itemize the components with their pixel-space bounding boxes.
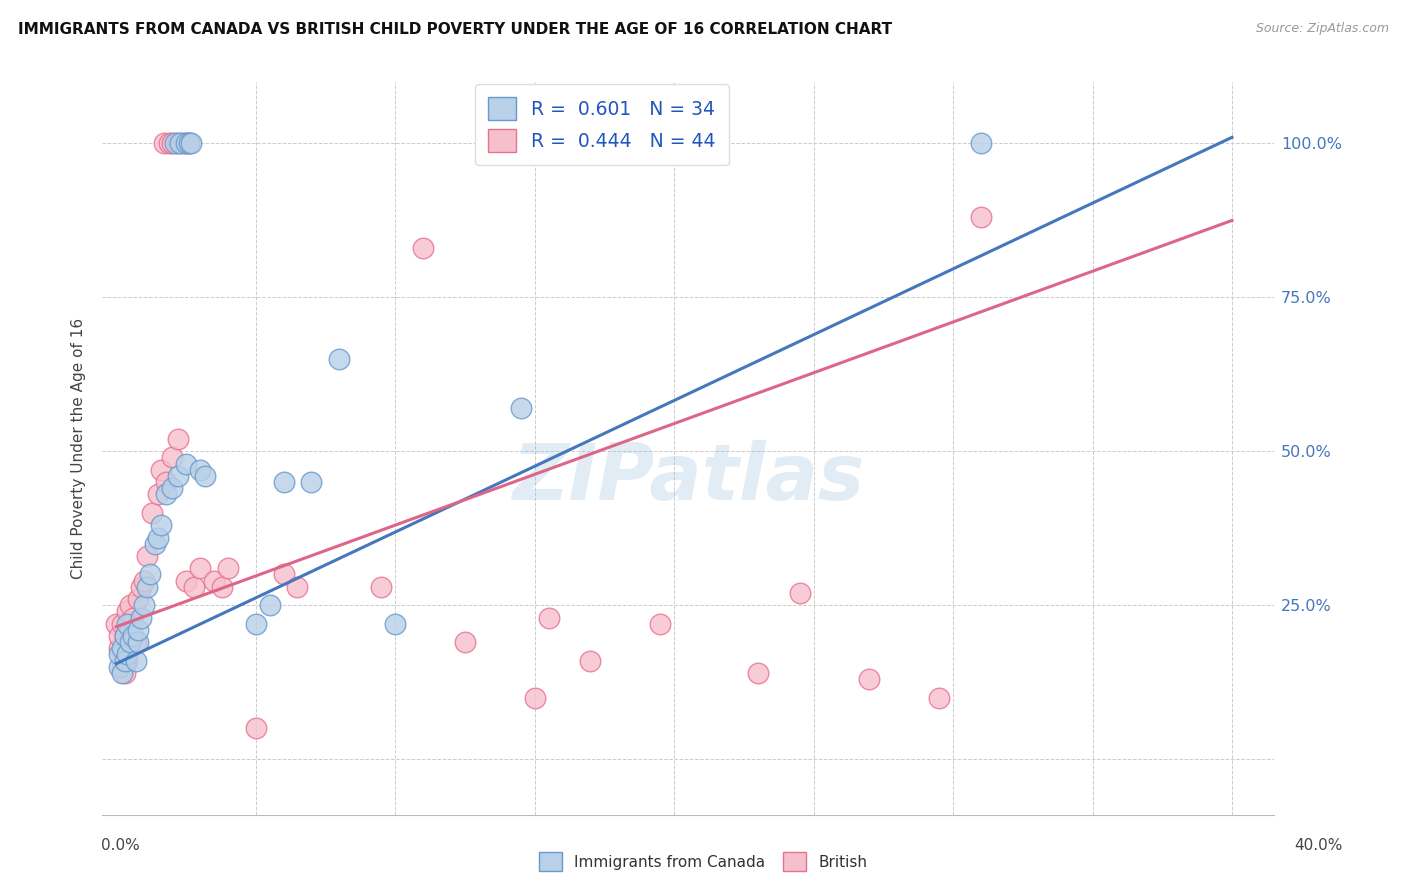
Point (747, 665, 769, 680)
Point (180, 136, 202, 151)
Point (202, 574, 225, 588)
Point (245, 616, 267, 631)
Point (169, 136, 191, 151)
Text: 40.0%: 40.0% (1295, 838, 1343, 853)
Point (273, 567, 295, 582)
Point (160, 450, 183, 465)
Point (117, 648, 139, 662)
Point (217, 561, 239, 575)
Point (141, 506, 163, 520)
Legend: R =  0.601   N = 34, R =  0.444   N = 44: R = 0.601 N = 34, R = 0.444 N = 44 (475, 84, 728, 165)
Point (160, 481, 183, 495)
Point (328, 351, 350, 366)
Point (160, 136, 183, 151)
Point (166, 432, 188, 446)
Point (138, 567, 160, 582)
Point (412, 241, 434, 255)
Point (384, 616, 406, 631)
Point (970, 136, 993, 151)
Point (114, 654, 136, 668)
Point (194, 469, 217, 483)
Point (188, 561, 211, 575)
Point (114, 629, 136, 643)
Point (143, 536, 166, 550)
Point (157, 136, 180, 151)
Point (155, 475, 177, 489)
Point (370, 580, 392, 594)
Point (111, 616, 134, 631)
Point (120, 635, 142, 649)
Point (132, 574, 155, 588)
Point (509, 401, 531, 416)
Point (127, 623, 149, 637)
Point (122, 610, 145, 624)
Point (108, 641, 131, 656)
Point (132, 599, 155, 613)
Point (120, 599, 142, 613)
Point (970, 211, 993, 225)
Point (523, 690, 546, 705)
Point (245, 722, 267, 736)
Point (287, 580, 309, 594)
Point (155, 487, 177, 501)
Point (127, 592, 149, 607)
Point (105, 616, 128, 631)
Point (117, 616, 139, 631)
Point (163, 136, 186, 151)
Point (111, 660, 134, 674)
Point (650, 616, 672, 631)
Point (174, 574, 197, 588)
Point (127, 635, 149, 649)
Point (454, 635, 477, 649)
Point (152, 136, 174, 151)
Legend: Immigrants from Canada, British: Immigrants from Canada, British (533, 847, 873, 877)
Point (273, 475, 295, 489)
Point (174, 136, 197, 151)
Point (166, 469, 188, 483)
Point (301, 475, 323, 489)
Point (579, 654, 602, 668)
Point (259, 599, 281, 613)
Point (188, 463, 211, 477)
Point (149, 518, 172, 533)
Point (111, 665, 134, 680)
Y-axis label: Child Poverty Under the Age of 16: Child Poverty Under the Age of 16 (72, 318, 86, 579)
Point (120, 629, 142, 643)
Point (125, 635, 148, 649)
Text: IMMIGRANTS FROM CANADA VS BRITISH CHILD POVERTY UNDER THE AGE OF 16 CORRELATION : IMMIGRANTS FROM CANADA VS BRITISH CHILD … (18, 22, 893, 37)
Point (177, 136, 200, 151)
Point (183, 580, 205, 594)
Point (177, 136, 200, 151)
Point (125, 654, 148, 668)
Point (146, 487, 169, 501)
Point (135, 549, 157, 563)
Point (211, 580, 233, 594)
Text: Source: ZipAtlas.com: Source: ZipAtlas.com (1256, 22, 1389, 36)
Text: 0.0%: 0.0% (101, 838, 141, 853)
Point (108, 660, 131, 674)
Point (114, 629, 136, 643)
Point (111, 641, 134, 656)
Point (537, 610, 560, 624)
Point (789, 586, 811, 600)
Point (129, 580, 152, 594)
Text: ZIPatlas: ZIPatlas (512, 440, 865, 516)
Point (149, 463, 172, 477)
Point (146, 531, 169, 545)
Point (129, 610, 152, 624)
Point (174, 457, 197, 471)
Point (928, 690, 950, 705)
Point (122, 629, 145, 643)
Point (858, 672, 880, 686)
Point (172, 136, 194, 151)
Point (166, 136, 188, 151)
Point (108, 629, 131, 643)
Point (117, 654, 139, 668)
Point (174, 136, 197, 151)
Point (117, 604, 139, 618)
Point (114, 665, 136, 680)
Point (108, 648, 131, 662)
Point (135, 580, 157, 594)
